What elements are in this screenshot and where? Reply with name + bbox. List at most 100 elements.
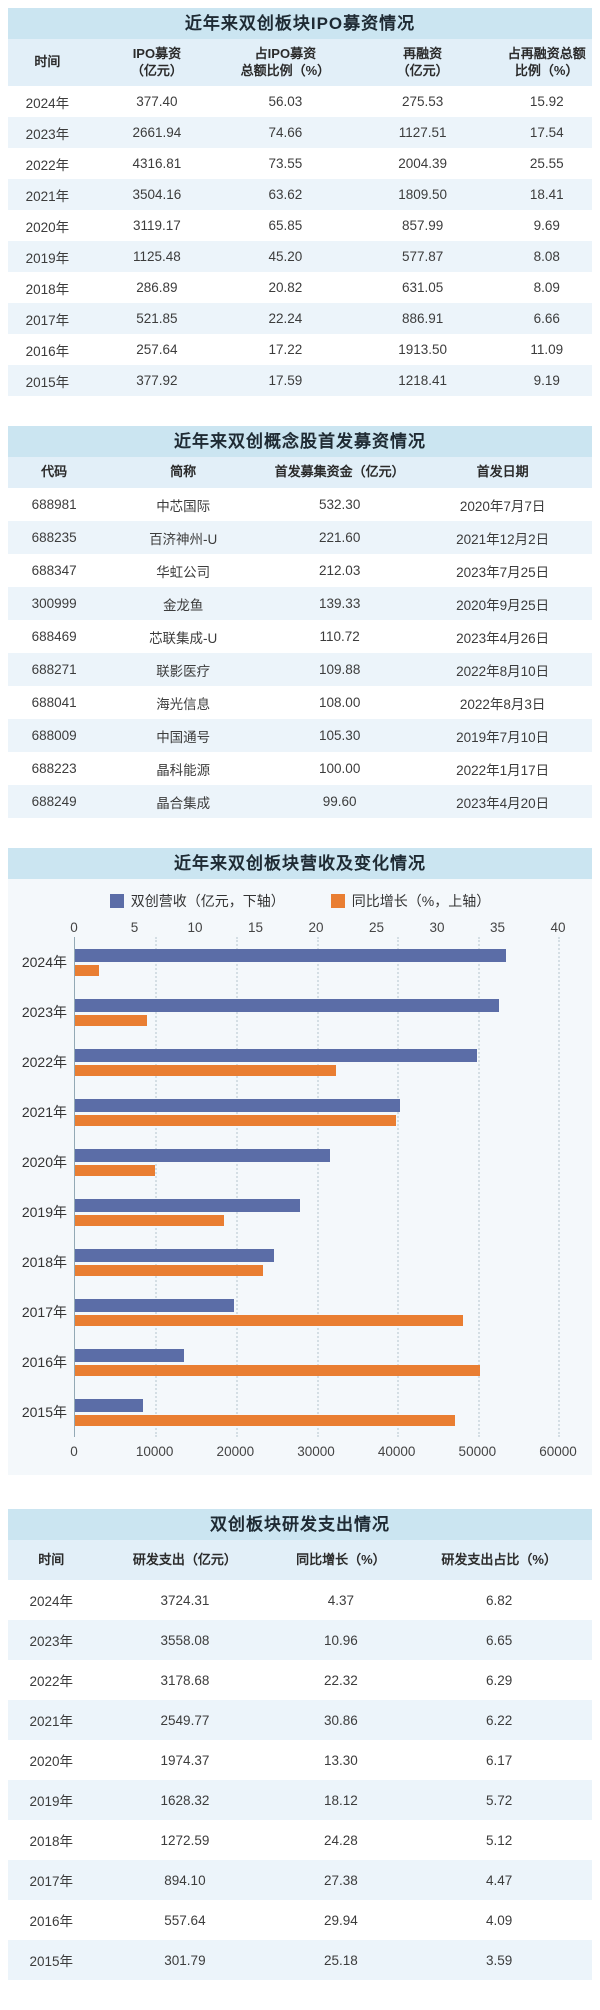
table-cell: 2020年: [29, 1754, 73, 1769]
gridline: [477, 937, 480, 1437]
table-cell: 6.22: [485, 1712, 513, 1728]
table-cell: 2020年7月7日: [459, 498, 546, 514]
stock-table: 代码 简称 首发募集资金（亿元） 首发日期 688981 中芯国际 532.30 2020年…: [8, 457, 592, 818]
bottom-axis: 0 10000 20000 30000 40000 50000 60000: [70, 1437, 577, 1463]
table-cell: 3178.68: [160, 1672, 210, 1688]
table-cell: 2015年: [29, 1954, 73, 1969]
table-header-row: 时间 IPO募资 （亿元） 占IPO募资 总额比例（%） 再融资 （亿元） 占再融资总额…: [8, 39, 592, 86]
table-cell: 百济神州-U: [149, 531, 218, 547]
table-cell: 4.47: [485, 1872, 513, 1888]
table-row: 688271 联影医疗 109.88 2022年8月10日: [8, 653, 592, 686]
table-cell: 65.85: [268, 218, 303, 233]
revenue-chart-section: 近年来双创板块营收及变化情况 双创营收（亿元，下轴） 同比增长（%，上轴） 0 5…: [8, 848, 592, 1475]
table-row: 688009 中国通号 105.30 2019年7月10日: [8, 719, 592, 752]
rd-table-title: 双创板块研发支出情况: [8, 1509, 592, 1540]
infographic-page: 近年来双创板块IPO募资情况 时间 IPO募资 （亿元） 占IPO募资 总额比例（%…: [0, 8, 600, 1980]
table-row: 688469 芯联集成-U 110.72 2023年4月26日: [8, 620, 592, 653]
table-cell: 8.09: [533, 280, 560, 295]
table-cell: 金龙鱼: [162, 597, 204, 613]
ipo-table: 时间 IPO募资 （亿元） 占IPO募资 总额比例（%） 再融资 （亿元） 占再融资总额…: [8, 39, 592, 396]
table-cell: 9.19: [533, 373, 560, 388]
table-body: 2024年 377.40 56.03 275.53 15.92 2023年 2661.94 7…: [8, 86, 592, 396]
table-cell: 2023年4月26日: [456, 630, 550, 646]
bar-growth: [75, 1365, 480, 1376]
table-cell: 2020年9月25日: [456, 597, 550, 613]
table-cell: 300999: [31, 596, 77, 611]
table-cell: 2021年: [29, 1714, 73, 1729]
chart-legend: 双创营收（亿元，下轴） 同比增长（%，上轴）: [8, 879, 592, 915]
table-cell: 377.40: [136, 94, 178, 109]
legend-label-growth: 同比增长（%，上轴）: [351, 893, 491, 909]
table-cell: 1974.37: [160, 1752, 210, 1768]
bar-group: 2023年: [22, 987, 558, 1037]
table-header-row: 时间 研发支出（亿元） 同比增长（%） 研发支出占比（%）: [8, 1540, 592, 1580]
axis-tick-label: 0: [70, 920, 78, 935]
table-row: 2018年 286.89 20.82 631.05 8.09: [8, 272, 592, 303]
table-cell: 2023年7月25日: [456, 564, 550, 580]
table-cell: 29.94: [323, 1912, 358, 1928]
table-cell: 2023年: [25, 126, 70, 142]
table-cell: 99.60: [322, 794, 357, 809]
table-cell: 1913.50: [398, 342, 448, 357]
table-cell: 688041: [31, 695, 77, 710]
table-cell: 2022年: [25, 157, 70, 173]
table-row: 2024年 377.40 56.03 275.53 15.92: [8, 86, 592, 117]
legend-item-revenue: 双创营收（亿元，下轴）: [109, 891, 285, 911]
bar-group: 2016年: [22, 1337, 558, 1387]
table-cell: 1127.51: [398, 125, 447, 140]
year-label: 2019年: [21, 1204, 67, 1220]
ipo-table-title: 近年来双创板块IPO募资情况: [8, 8, 592, 39]
table-cell: 华虹公司: [156, 564, 211, 580]
table-cell: 2023年4月20日: [456, 795, 550, 811]
column-header: 首发募集资金（亿元）: [274, 464, 405, 480]
table-cell: 25.55: [529, 156, 564, 171]
table-cell: 688223: [31, 761, 77, 776]
table-row: 2018年 1272.59 24.28 5.12: [8, 1820, 592, 1860]
table-cell: 10.96: [323, 1632, 358, 1648]
axis-tick-label: 40: [550, 920, 566, 935]
table-cell: 212.03: [319, 563, 361, 578]
table-row: 688223 晶科能源 100.00 2022年1月17日: [8, 752, 592, 785]
bar-revenue: [75, 1349, 185, 1362]
table-cell: 8.08: [533, 249, 560, 264]
axis-tick-label: 15: [247, 920, 264, 935]
table-cell: 532.30: [319, 497, 361, 512]
table-cell: 4.37: [327, 1592, 354, 1608]
year-label: 2017年: [21, 1304, 67, 1320]
gridline: [235, 937, 238, 1437]
table-cell: 6.65: [485, 1632, 513, 1648]
table-row: 2020年 1974.37 13.30 6.17: [8, 1740, 592, 1780]
table-cell: 73.55: [268, 156, 303, 171]
gridline: [316, 937, 319, 1437]
gridline: [155, 937, 158, 1437]
axis-tick-label: 5: [130, 920, 139, 935]
table-cell: 631.05: [401, 280, 444, 295]
bar-group: 2015年: [22, 1387, 558, 1437]
bar-growth: [75, 1115, 397, 1126]
table-cell: 4316.81: [132, 156, 182, 171]
table-row: 688249 晶合集成 99.60 2023年4月20日: [8, 785, 592, 818]
axis-tick-label: 20: [308, 920, 324, 935]
year-label: 2021年: [21, 1104, 67, 1120]
stock-table-section: 近年来双创概念股首发募资情况 代码 简称 首发募集资金（亿元） 首发日期 688981…: [8, 426, 592, 818]
year-label: 2018年: [21, 1254, 67, 1270]
table-cell: 18.12: [323, 1792, 358, 1808]
table-row: 688235 百济神州-U 221.60 2021年12月2日: [8, 521, 592, 554]
table-cell: 3504.16: [132, 187, 182, 202]
bar-group: 2021年: [22, 1087, 558, 1137]
table-cell: 257.64: [136, 342, 178, 357]
table-cell: 6.82: [485, 1592, 513, 1608]
table-cell: 4.09: [485, 1912, 513, 1928]
axis-tick-label: 40000: [377, 1444, 416, 1459]
table-cell: 377.92: [136, 373, 178, 388]
table-row: 2015年 377.92 17.59 1218.41 9.19: [8, 365, 592, 396]
table-cell: 海光信息: [156, 696, 211, 712]
column-header: IPO募资 （亿元）: [130, 45, 183, 78]
bar-growth: [75, 1015, 148, 1026]
gridline: [396, 937, 399, 1437]
table-cell: 2023年: [29, 1634, 73, 1649]
table-cell: 2019年: [29, 1794, 73, 1809]
table-cell: 1809.50: [398, 187, 448, 202]
table-cell: 74.66: [268, 125, 303, 140]
top-axis: 0 5 10 15 20 25 30 35 40: [70, 915, 565, 937]
